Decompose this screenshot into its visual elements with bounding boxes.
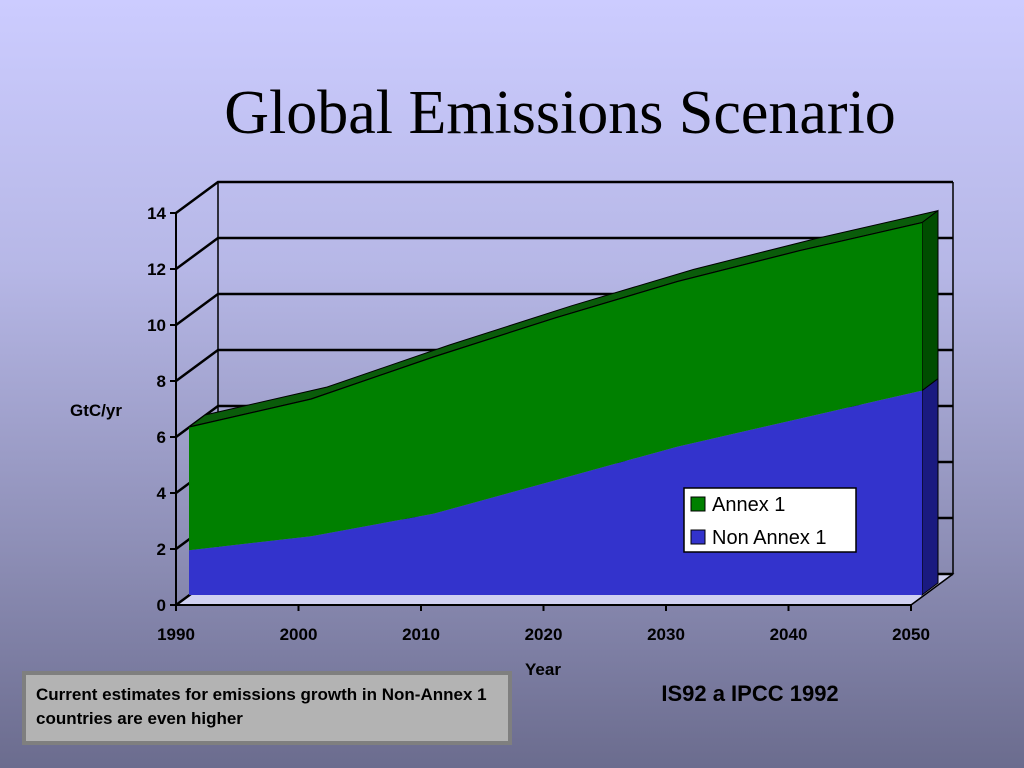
y-tick-label: 8: [157, 372, 166, 391]
non-annex-1-side-face: [921, 377, 939, 596]
x-tick-label: 2000: [280, 625, 318, 644]
legend-box: [683, 487, 857, 553]
x-tick-labels: 1990 2000 2010 2020 2030 2040 2050: [157, 625, 930, 644]
x-tick-label: 2040: [770, 625, 808, 644]
annex-1-side-face: [921, 209, 939, 392]
gridline: [175, 180, 953, 215]
y-tick-label: 4: [157, 484, 167, 503]
floor-right-edge: [910, 573, 954, 606]
x-tick-label: 2030: [647, 625, 685, 644]
note-box: Current estimates for emissions growth i…: [22, 671, 512, 745]
y-tick-label: 12: [147, 260, 166, 279]
y-tick-label: 2: [157, 540, 166, 559]
legend-swatch-annex-1: [690, 496, 706, 512]
x-axis-label: Year: [525, 660, 561, 679]
x-tick-label: 2010: [402, 625, 440, 644]
y-tick-label: 6: [157, 428, 166, 447]
legend-label-non-annex-1: Non Annex 1: [712, 527, 827, 549]
chart-legend: Annex 1 Non Annex 1: [683, 487, 857, 553]
note-text: Current estimates for emissions growth i…: [36, 685, 487, 728]
x-tick-label: 1990: [157, 625, 195, 644]
x-tick-label: 2050: [892, 625, 930, 644]
chart-axes: [170, 212, 954, 611]
gridline: [175, 236, 953, 271]
y-axis-label: GtC/yr: [70, 401, 122, 420]
series-area-annex-1: [189, 222, 922, 551]
x-tick-label: 2020: [525, 625, 563, 644]
legend-swatch-non-annex-1: [690, 529, 706, 545]
annex-1-top-edge: [188, 222, 923, 428]
legend-label-annex-1: Annex 1: [712, 494, 785, 516]
y-tick-label: 10: [147, 316, 166, 335]
source-citation: IS92 a IPCC 1992: [661, 681, 839, 706]
y-tick-labels: 0 2 4 6 8 10 12 14: [147, 204, 166, 615]
y-tick-label: 14: [147, 204, 166, 223]
slide-title: Global Emissions Scenario: [224, 79, 896, 147]
y-tick-label: 0: [157, 596, 166, 615]
